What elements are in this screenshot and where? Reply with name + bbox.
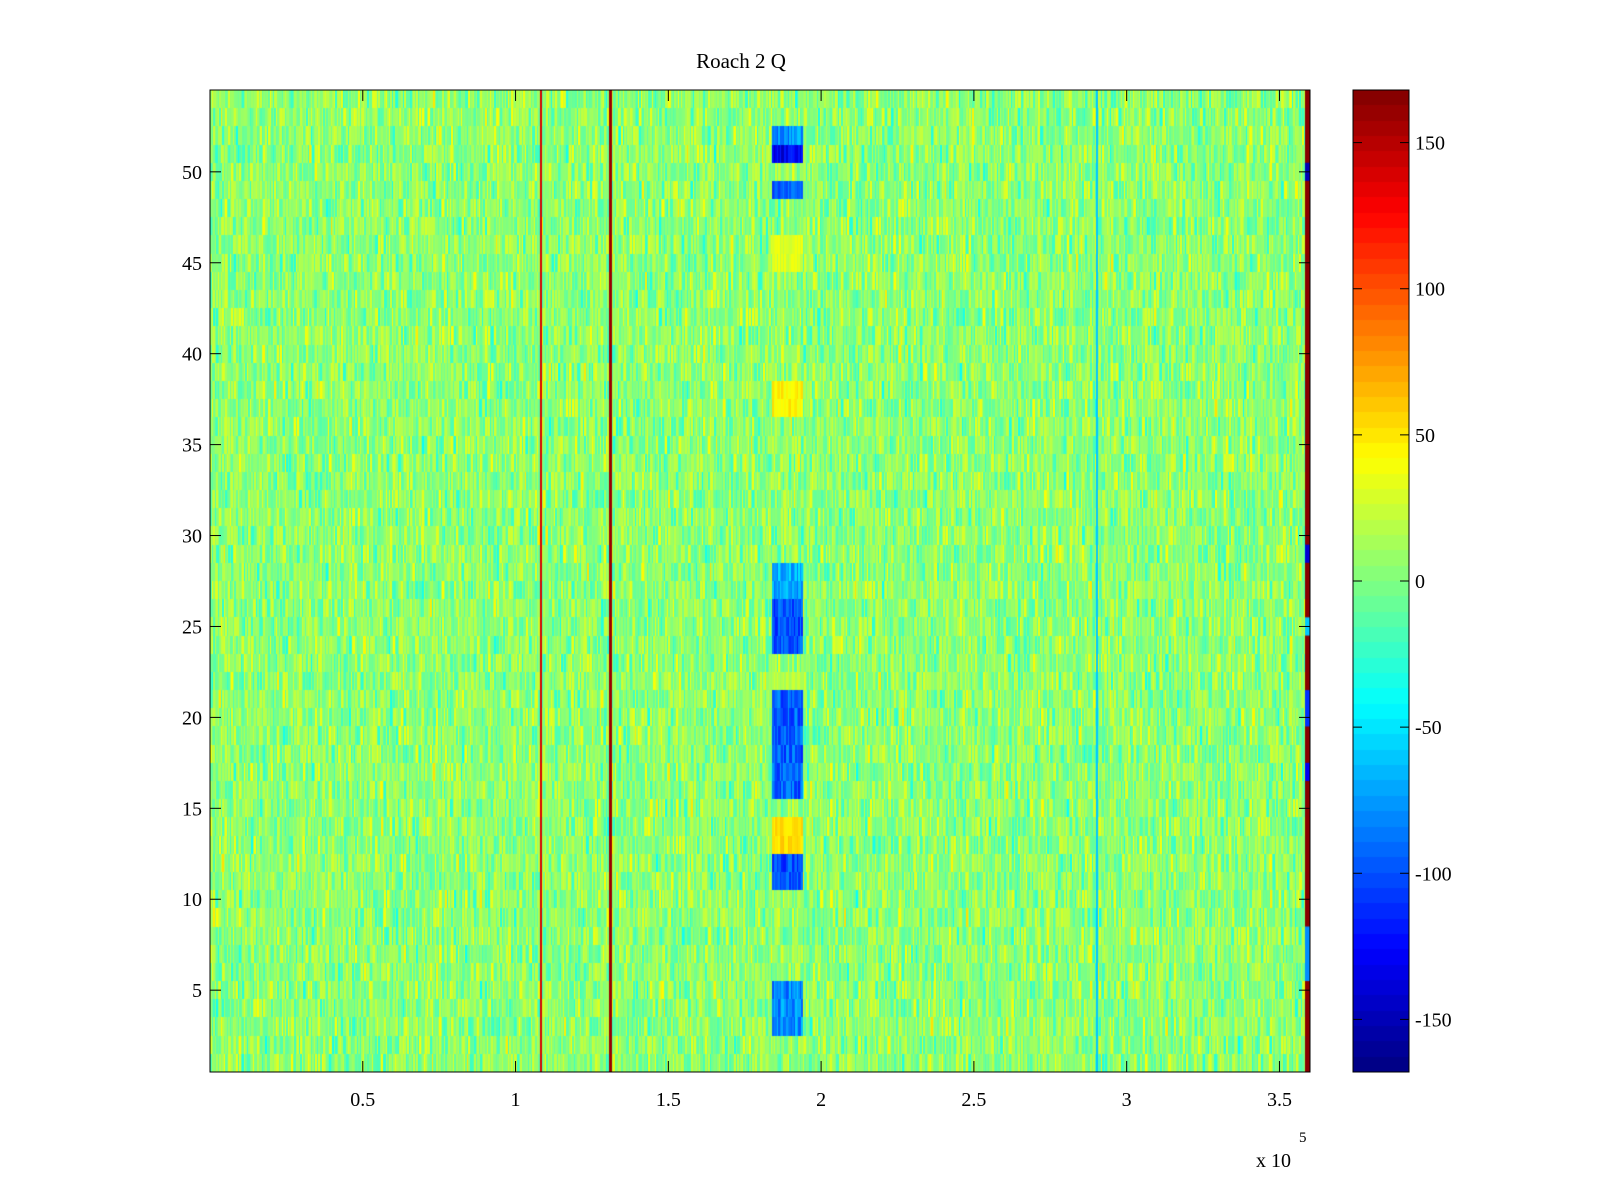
y-tick-label: 45 bbox=[182, 253, 202, 275]
x-tick-label: 3.5 bbox=[1267, 1089, 1292, 1111]
y-tick-label: 35 bbox=[182, 435, 202, 457]
x-scale-exponent: 5 bbox=[1299, 1130, 1307, 1146]
y-tick-label: 20 bbox=[182, 707, 202, 729]
colorbar-tick-label: 150 bbox=[1415, 133, 1445, 155]
y-tick-label: 15 bbox=[182, 798, 202, 820]
colorbar-tick-label: 0 bbox=[1415, 571, 1425, 593]
colorbar-tick-label: 50 bbox=[1415, 425, 1435, 447]
x-scale-label: x 10 bbox=[1256, 1150, 1291, 1172]
y-tick-label: 5 bbox=[192, 980, 202, 1002]
x-tick-label: 1.5 bbox=[656, 1089, 681, 1111]
heatmap-image bbox=[210, 90, 1310, 1072]
plot-frame bbox=[209, 89, 1311, 1073]
x-tick-label: 3 bbox=[1122, 1089, 1132, 1111]
y-tick-label: 10 bbox=[182, 889, 202, 911]
colorbar-image bbox=[1353, 90, 1409, 1072]
x-tick-label: 0.5 bbox=[350, 1089, 375, 1111]
colorbar-tick-label: 100 bbox=[1415, 279, 1445, 301]
x-axis: 0.5 1 1.5 2 2.5 3 3.5 bbox=[350, 90, 1292, 1111]
y-tick-label: 25 bbox=[182, 616, 202, 638]
y-axis: 5 10 15 20 25 30 35 40 45 50 bbox=[182, 162, 1310, 1002]
chart-title: Roach 2 Q bbox=[696, 49, 786, 73]
y-tick-label: 50 bbox=[182, 162, 202, 184]
x-tick-label: 2 bbox=[816, 1089, 826, 1111]
colorbar-tick-label: -150 bbox=[1415, 1009, 1452, 1031]
x-tick-label: 2.5 bbox=[961, 1089, 986, 1111]
x-tick-label: 1 bbox=[511, 1089, 521, 1111]
colorbar-tick-label: -50 bbox=[1415, 717, 1442, 739]
y-tick-label: 30 bbox=[182, 526, 202, 548]
colorbar-tick-label: -100 bbox=[1415, 863, 1452, 885]
colorbar-axis: -150 -100 -50 0 50 100 150 bbox=[1353, 133, 1452, 1031]
y-tick-label: 40 bbox=[182, 344, 202, 366]
